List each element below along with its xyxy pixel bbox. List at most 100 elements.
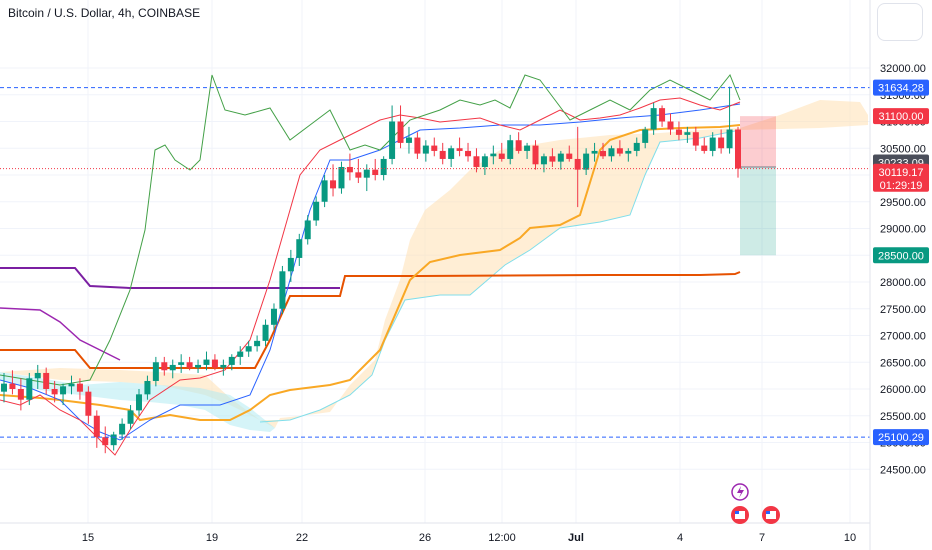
candle-body xyxy=(616,148,623,154)
candle-body xyxy=(17,389,24,400)
candle-body xyxy=(422,145,429,154)
orange-line xyxy=(0,271,741,369)
y-tick-label: 27500.00 xyxy=(880,304,926,316)
candle-body xyxy=(178,362,185,365)
candle-body xyxy=(726,129,733,149)
candle-body xyxy=(110,434,117,446)
candle-body xyxy=(26,378,33,400)
gridlines xyxy=(0,0,870,523)
candle-body xyxy=(448,148,455,159)
candle-body xyxy=(557,153,564,162)
price-tag-box xyxy=(873,163,929,192)
horizontal-levels[interactable] xyxy=(0,87,870,438)
price-tag-label: 31634.28 xyxy=(878,83,924,95)
candle-body xyxy=(228,356,235,365)
candle-body xyxy=(439,150,446,159)
candle-body xyxy=(330,180,337,189)
price-tags: 31634.2831100.0030233.0930119.1701:29:19… xyxy=(873,79,929,446)
x-tick-label: 4 xyxy=(677,532,683,544)
candles xyxy=(1,86,741,454)
y-tick-label: 24500.00 xyxy=(880,464,926,476)
candle-body xyxy=(532,145,539,165)
ichimoku-cloud xyxy=(0,100,868,432)
candle-body xyxy=(355,172,362,178)
candle-body xyxy=(650,108,657,130)
candle-body xyxy=(85,391,92,416)
candle-body xyxy=(34,372,41,379)
us-flag-icon-canton xyxy=(735,511,739,514)
candle-body xyxy=(608,148,615,157)
candle-body xyxy=(211,359,218,368)
candle-body xyxy=(642,129,649,143)
y-tick-label: 26000.00 xyxy=(880,384,926,396)
candle-body xyxy=(600,150,607,157)
candle-body xyxy=(540,156,547,165)
y-tick-label: 26500.00 xyxy=(880,357,926,369)
y-tick-label: 29500.00 xyxy=(880,197,926,209)
candle-body xyxy=(465,150,472,157)
candle-body xyxy=(127,410,134,424)
candle-body xyxy=(625,150,632,154)
candle-body xyxy=(237,351,244,357)
candle-body xyxy=(372,169,379,175)
x-tick-label: 7 xyxy=(759,532,765,544)
blue-line xyxy=(0,103,741,441)
candle-body xyxy=(270,308,277,325)
candle-body xyxy=(346,166,353,173)
candle-body xyxy=(169,364,176,371)
candle-body xyxy=(414,137,421,154)
price-tag-label: 25100.29 xyxy=(878,432,924,444)
candle-body xyxy=(262,324,269,341)
red-line xyxy=(0,97,741,456)
y-tick-label: 25500.00 xyxy=(880,411,926,423)
candle-body xyxy=(692,132,699,146)
price-tag-label: 31100.00 xyxy=(878,111,923,123)
candle-body xyxy=(254,340,261,347)
candle-body xyxy=(507,140,514,159)
us-flag-icon-stripes xyxy=(735,511,745,519)
candle-body xyxy=(152,362,159,381)
candle-body xyxy=(709,137,716,151)
candle-body xyxy=(515,140,522,151)
candle-body xyxy=(380,158,387,175)
short-position-tool[interactable] xyxy=(740,116,776,256)
candle-body xyxy=(473,156,480,167)
candle-body xyxy=(195,364,202,368)
candle-body xyxy=(68,383,75,387)
candle-body xyxy=(735,129,741,169)
y-tick-label: 32000.00 xyxy=(880,63,926,75)
candle-body xyxy=(431,145,438,151)
x-tick-label: 22 xyxy=(296,532,308,544)
y-tick-label: 28000.00 xyxy=(880,277,926,289)
candle-body xyxy=(549,156,556,162)
candle-body xyxy=(93,415,100,438)
candle-body xyxy=(667,121,674,130)
candle-body xyxy=(363,169,370,178)
scroll-button[interactable] xyxy=(877,3,923,41)
candle-body xyxy=(102,437,109,446)
candle-body xyxy=(203,359,210,365)
candle-body xyxy=(659,108,666,122)
candle-body xyxy=(9,383,16,389)
candle-body xyxy=(718,137,725,149)
candle-body xyxy=(633,142,640,151)
candle-body xyxy=(43,372,50,389)
y-tick-label: 29000.00 xyxy=(880,224,926,236)
x-tick-label: 19 xyxy=(206,532,218,544)
candle-body xyxy=(144,380,151,395)
price-tag-label: 28500.00 xyxy=(878,250,924,262)
candle-body xyxy=(684,132,691,135)
candle-body xyxy=(119,423,126,435)
y-tick-label: 27000.00 xyxy=(880,331,926,343)
event-icons[interactable] xyxy=(731,483,780,524)
candle-body xyxy=(304,220,311,240)
candle-body xyxy=(591,150,598,154)
candle-body xyxy=(161,362,168,371)
y-tick-label: 30500.00 xyxy=(880,143,926,155)
target-zone xyxy=(740,166,776,256)
candle-body xyxy=(313,201,320,221)
x-tick-label: 12:00 xyxy=(488,532,516,544)
candle-body xyxy=(675,129,682,135)
time-axis[interactable]: 15 19 22 26 12:00 Jul 4 7 10 xyxy=(0,522,870,544)
